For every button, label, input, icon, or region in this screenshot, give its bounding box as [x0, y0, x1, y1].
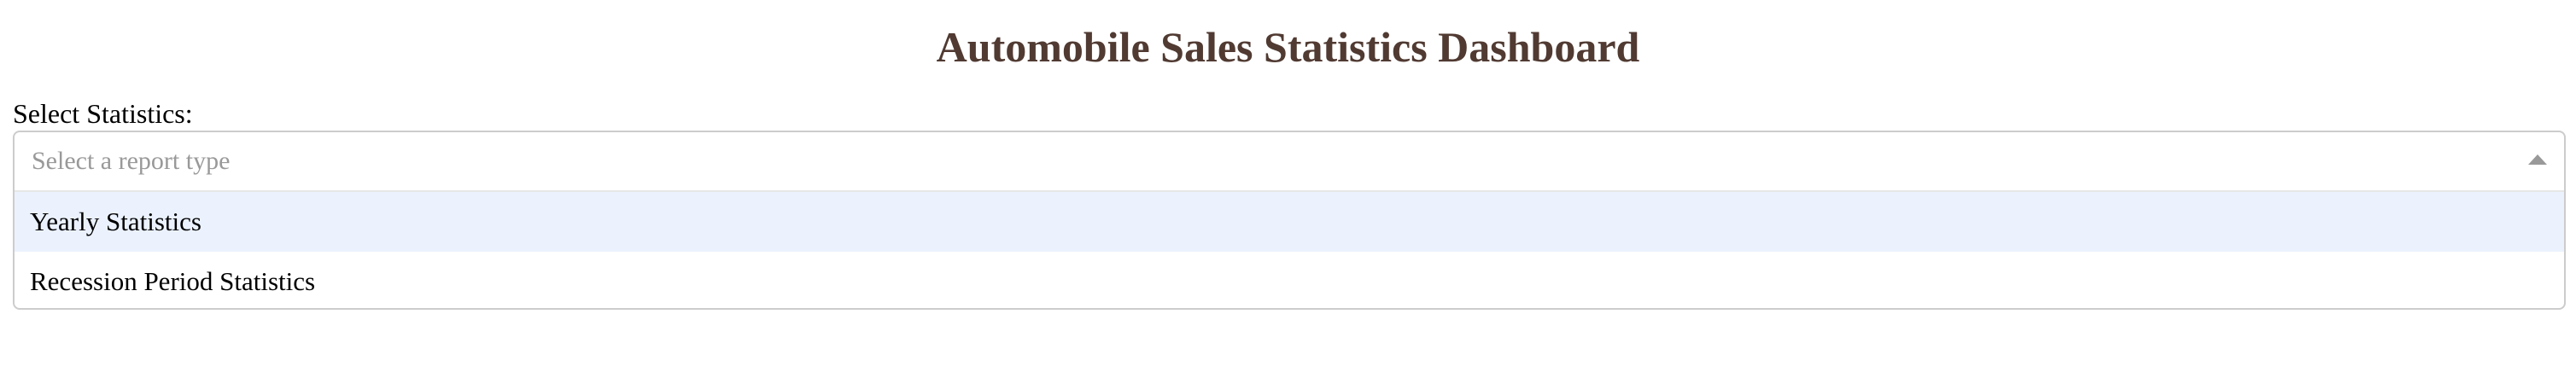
- report-type-select-control[interactable]: Select a report type: [15, 132, 2564, 192]
- caret-up-icon[interactable]: [2528, 154, 2547, 165]
- option-yearly-statistics[interactable]: Yearly Statistics: [15, 192, 2564, 252]
- report-type-dropdown[interactable]: Select a report type Yearly Statistics R…: [13, 131, 2566, 310]
- report-type-placeholder: Select a report type: [32, 147, 231, 175]
- page-title: Automobile Sales Statistics Dashboard: [936, 23, 1640, 71]
- dropdown-menu: Yearly Statistics Recession Period Stati…: [15, 192, 2564, 308]
- option-recession-period-statistics[interactable]: Recession Period Statistics: [30, 266, 316, 296]
- select-statistics-label: Select Statistics:: [13, 98, 193, 129]
